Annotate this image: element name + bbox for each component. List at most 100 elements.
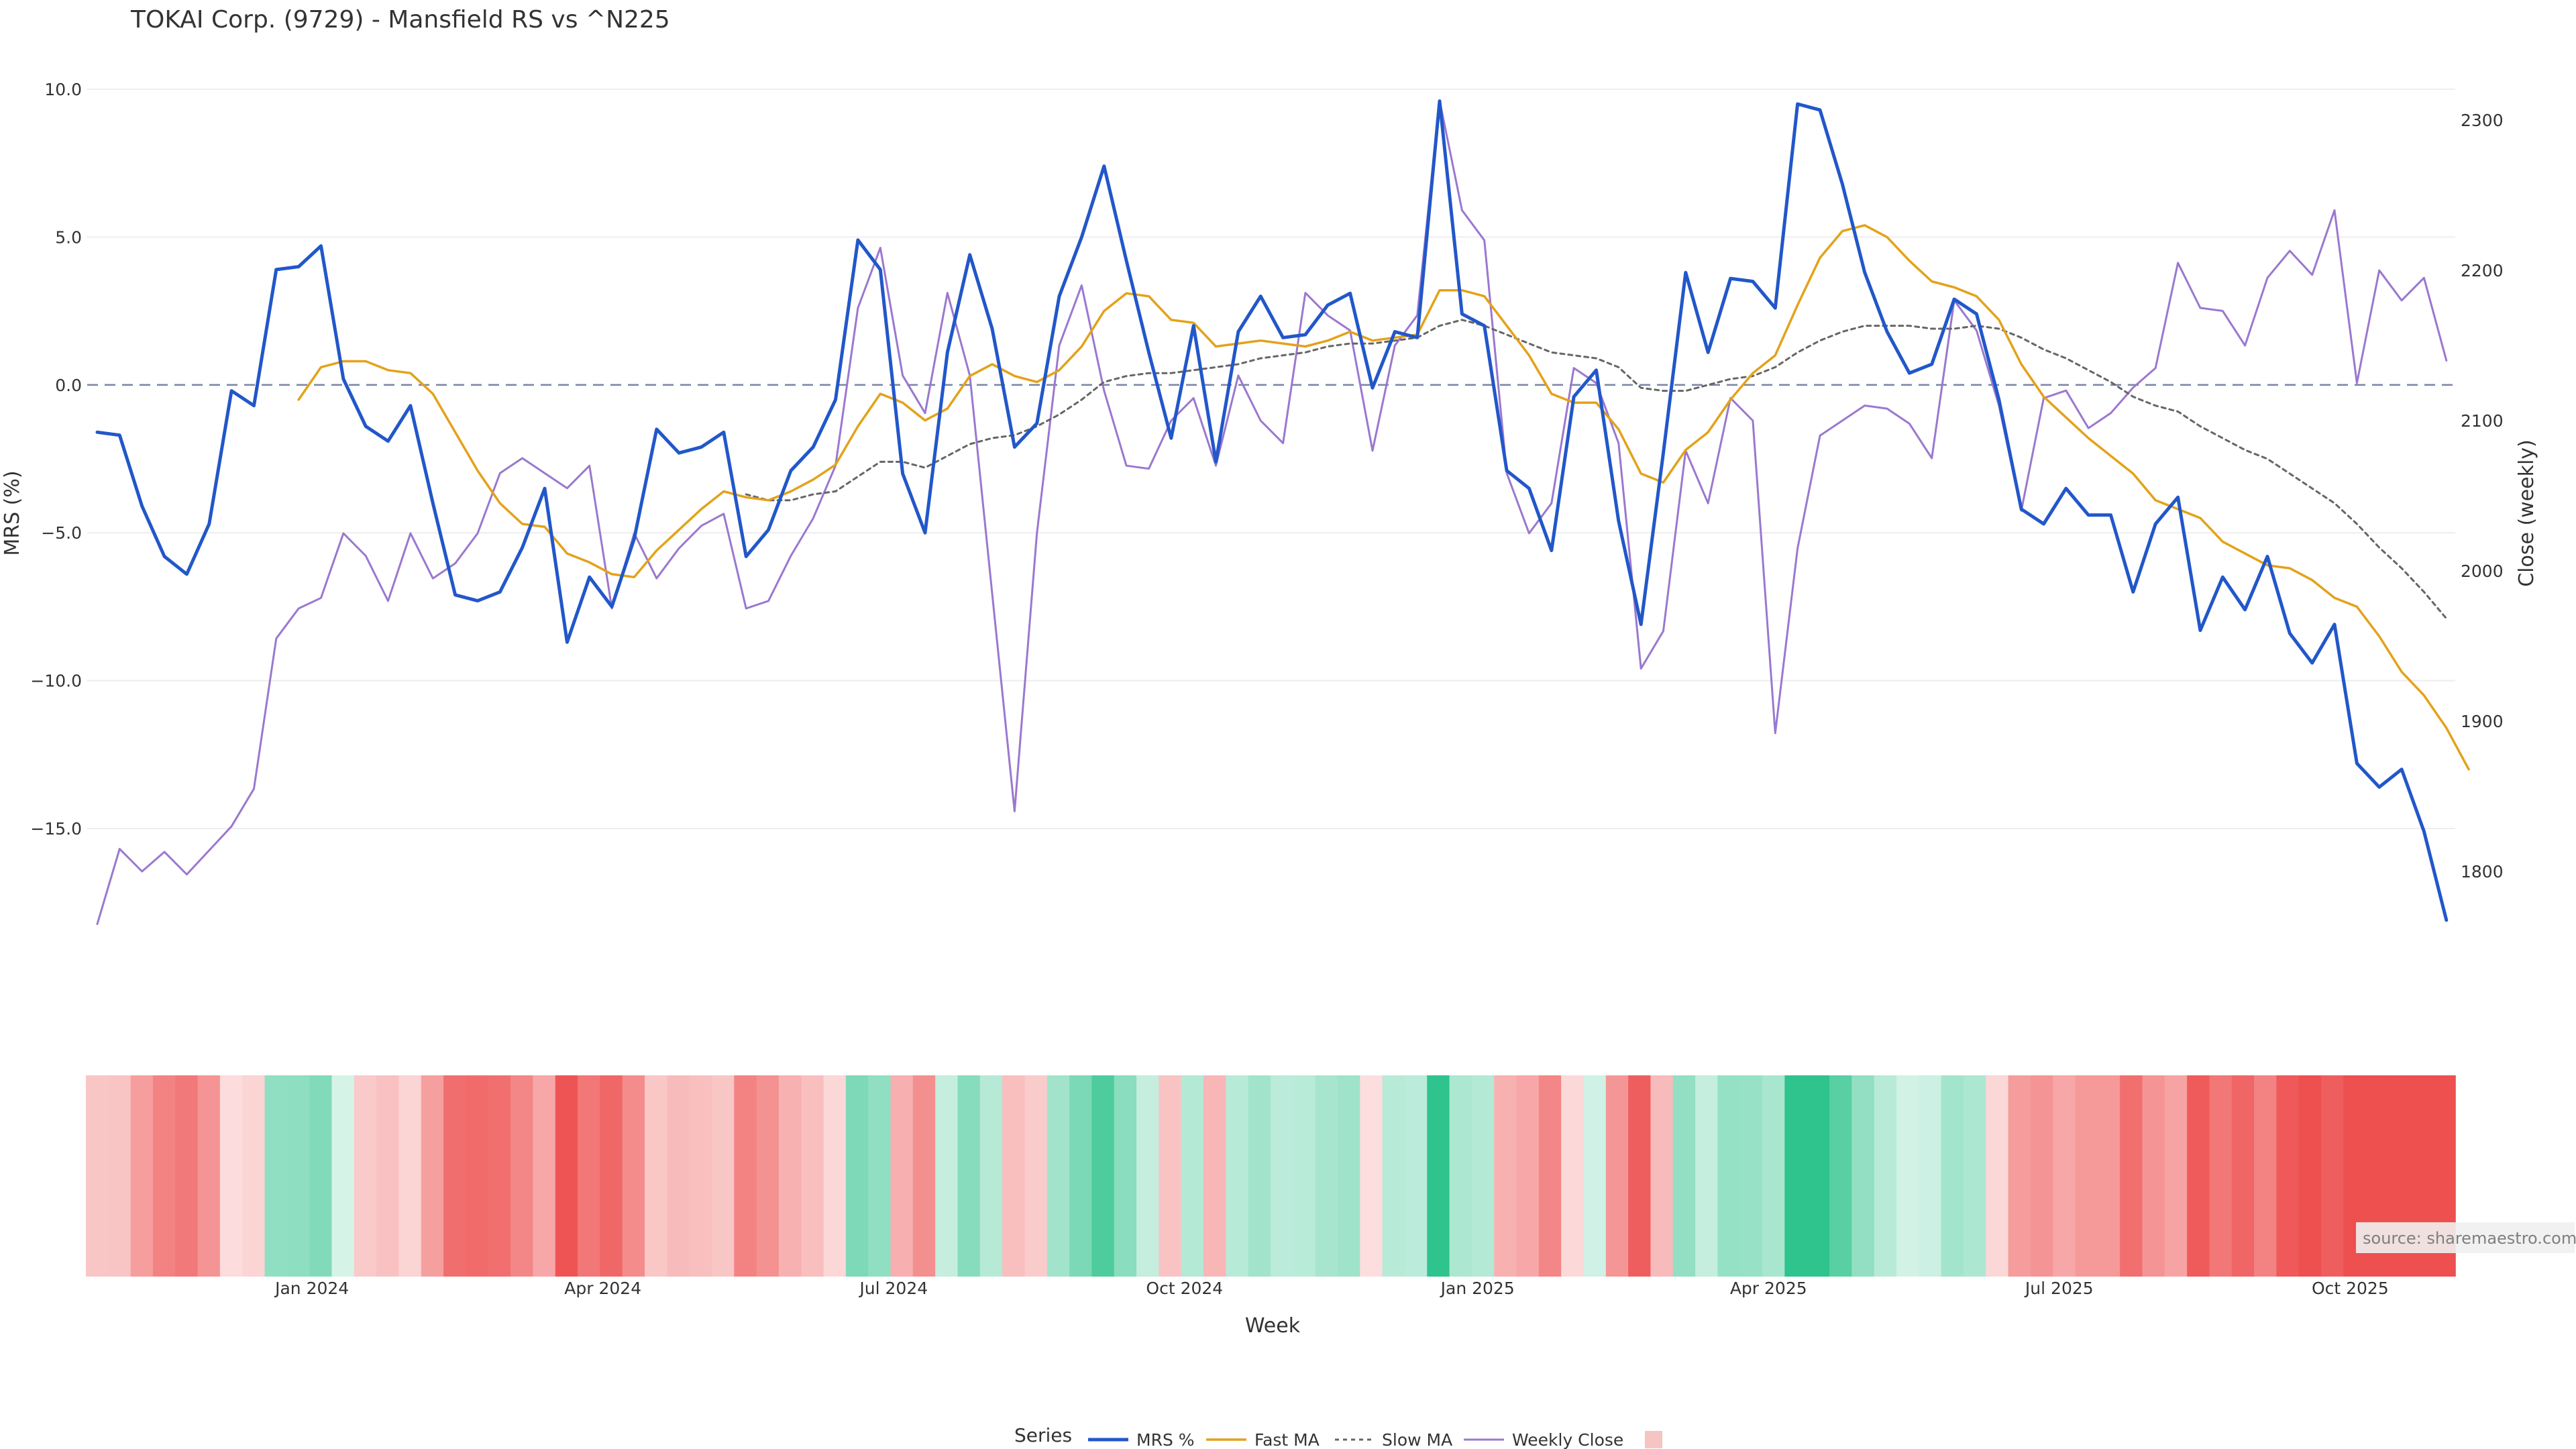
left-tick-label: 0.0 (55, 376, 82, 395)
heatmap-cell (1807, 1075, 1830, 1277)
heatmap-cell (1516, 1075, 1540, 1277)
heatmap-cell (935, 1075, 959, 1277)
x-tick-label: Jul 2024 (858, 1279, 928, 1298)
right-tick-label: 1900 (2461, 712, 2504, 731)
x-axis-ticks: Jan 2024 Apr 2024 Jul 2024 Oct 2024 Jan 2025… (274, 1279, 2389, 1298)
heatmap-cell (979, 1075, 1003, 1277)
heatmap-cell (2120, 1075, 2143, 1277)
grid-lines (87, 89, 2455, 829)
heatmap-cell (1583, 1075, 1607, 1277)
heatmap-cell (689, 1075, 712, 1277)
heatmap-cell (2075, 1075, 2098, 1277)
heatmap-cell (1784, 1075, 1808, 1277)
heatmap-cell (533, 1075, 556, 1277)
mrs-heatmap-strip (86, 1075, 2456, 1277)
heatmap-cell (1024, 1075, 1048, 1277)
heatmap-cell (1672, 1075, 1696, 1277)
heatmap-cell (1829, 1075, 1853, 1277)
heatmap-cell (1628, 1075, 1652, 1277)
heatmap-cell (1226, 1075, 1249, 1277)
heatmap-cell (823, 1075, 847, 1277)
heatmap-cell (1046, 1075, 1070, 1277)
heatmap-cell (1091, 1075, 1115, 1277)
heatmap-cell (130, 1075, 154, 1277)
heatmap-cell (2209, 1075, 2233, 1277)
right-tick-label: 2200 (2461, 261, 2504, 280)
heatmap-cell (466, 1075, 489, 1277)
left-axis-title: MRS (%) (1, 470, 24, 555)
right-tick-label: 2300 (2461, 111, 2504, 130)
heatmap-cell (1874, 1075, 1897, 1277)
heatmap-cell (1896, 1075, 1920, 1277)
legend-label-slow-ma: Slow MA (1382, 1430, 1452, 1449)
heatmap-cell (1605, 1075, 1629, 1277)
heatmap-cell (1002, 1075, 1026, 1277)
heatmap-cell (511, 1075, 534, 1277)
heatmap-cell (264, 1075, 288, 1277)
heatmap-cell (1337, 1075, 1361, 1277)
source-text: source: sharemaestro.com (2363, 1229, 2576, 1248)
legend-label-mrs: MRS % (1136, 1430, 1195, 1449)
heatmap-cell (2008, 1075, 2031, 1277)
heatmap-cell (622, 1075, 645, 1277)
heatmap-cell (845, 1075, 869, 1277)
heatmap-cell (488, 1075, 511, 1277)
heatmap-cell (242, 1075, 266, 1277)
heatmap-cell (2321, 1075, 2345, 1277)
x-tick-label: Oct 2025 (2312, 1279, 2389, 1298)
source-badge: source: sharemaestro.com (2356, 1222, 2576, 1253)
heatmap-cell (175, 1075, 199, 1277)
heatmap-cell (286, 1075, 311, 1277)
heatmap-cell (578, 1075, 601, 1277)
source-badge-bg (2356, 1222, 2575, 1253)
heatmap-cell (2030, 1075, 2054, 1277)
x-tick-label: Apr 2024 (564, 1279, 641, 1298)
heatmap-cell (1248, 1075, 1271, 1277)
heatmap-cell (1404, 1075, 1428, 1277)
x-tick-label: Apr 2025 (1730, 1279, 1807, 1298)
heatmap-cell (1851, 1075, 1875, 1277)
heatmap-cell (868, 1075, 892, 1277)
heatmap-cell (1494, 1075, 1517, 1277)
heatmap-cell (1181, 1075, 1204, 1277)
heatmap-cell (1941, 1075, 1964, 1277)
weekly-close-line (96, 99, 2448, 925)
legend: Series MRS % Fast MA Slow MA Weekly Clos… (1014, 1424, 1662, 1449)
heatmap-cell (1360, 1075, 1383, 1277)
heatmap-cell (197, 1075, 221, 1277)
heatmap-cell (778, 1075, 802, 1277)
heatmap-cell (1986, 1075, 2009, 1277)
x-tick-label: Jan 2024 (274, 1279, 349, 1298)
left-tick-label: −10.0 (30, 672, 82, 691)
heatmap-cell (2298, 1075, 2322, 1277)
heatmap-cell (331, 1075, 355, 1277)
fast-ma-line (297, 224, 2470, 771)
right-tick-label: 1800 (2461, 862, 2504, 881)
heatmap-cell (1114, 1075, 1137, 1277)
heatmap-cell (2231, 1075, 2255, 1277)
heatmap-cell (152, 1075, 176, 1277)
left-tick-label: −15.0 (30, 819, 82, 839)
heatmap-cell (2276, 1075, 2300, 1277)
heatmap-cell (1271, 1075, 1294, 1277)
heatmap-cell (219, 1075, 244, 1277)
heatmap-cell (1695, 1075, 1719, 1277)
heatmap-cell (1427, 1075, 1450, 1277)
heatmap-cell (398, 1075, 422, 1277)
heatmap-cell (354, 1075, 377, 1277)
series-lines (95, 99, 2470, 925)
heatmap-cell (1315, 1075, 1338, 1277)
heatmap-cell (957, 1075, 981, 1277)
heatmap-cell (1963, 1075, 1987, 1277)
x-tick-label: Jan 2025 (1440, 1279, 1515, 1298)
heatmap-cell (1739, 1075, 1763, 1277)
heatmap-cell (1561, 1075, 1585, 1277)
heatmap-cell (1382, 1075, 1405, 1277)
chart-title: TOKAI Corp. (9729) - Mansfield RS vs ^N2… (130, 6, 670, 34)
right-tick-label: 2100 (2461, 411, 2504, 431)
heatmap-cell (2254, 1075, 2277, 1277)
heatmap-cell (1919, 1075, 1942, 1277)
heatmap-cell (890, 1075, 914, 1277)
right-tick-label: 2000 (2461, 561, 2504, 581)
heatmap-cell (443, 1075, 467, 1277)
